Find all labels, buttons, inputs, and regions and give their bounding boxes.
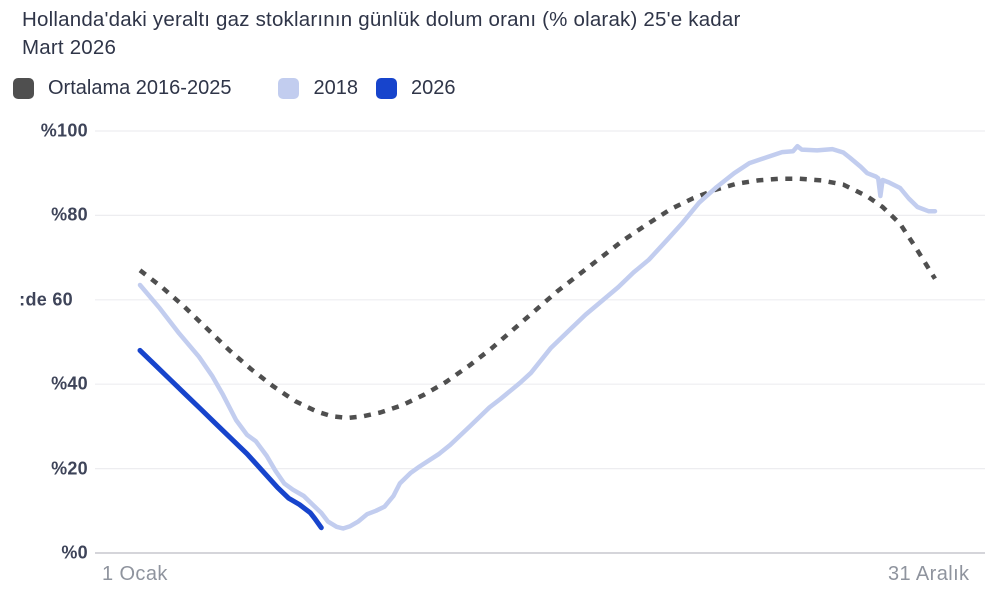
series-line-ortalama-2016-2025[interactable]	[138, 176, 937, 421]
x-axis-label-end: 31 Aralık	[888, 563, 970, 585]
legend-label-2026: 2026	[410, 77, 456, 99]
series-line-2018[interactable]	[137, 143, 938, 531]
legend-item-2018[interactable]: 2018	[278, 77, 358, 100]
x-axis-label-start: 1 Ocak	[102, 563, 168, 585]
legend-item-ortalama[interactable]: Ortalama 2016-2025	[13, 77, 231, 100]
y-axis-label-0: %0	[61, 542, 88, 563]
legend-label-2018: 2018	[313, 77, 358, 99]
legend-item-2026[interactable]: 2026	[375, 77, 456, 100]
title-line-1: Hollanda'daki yeraltı gaz stoklarının gü…	[22, 8, 741, 31]
legend: Ortalama 2016-2025 2018 2026	[13, 77, 455, 100]
legend-label-ortalama: Ortalama 2016-2025	[48, 77, 232, 99]
y-axis-label-60: :de 60	[19, 289, 73, 310]
page-title: Hollanda'daki yeraltı gaz stoklarının gü…	[22, 6, 972, 62]
title-line-2: Mart 2026	[22, 36, 117, 59]
y-axis-label-40: %40	[51, 373, 88, 394]
legend-swatch-ortalama-icon	[13, 78, 34, 99]
legend-swatch-2018-icon	[278, 78, 300, 99]
y-axis-label-20: %20	[51, 458, 88, 479]
series-line-2026[interactable]	[137, 347, 324, 531]
y-axis-label-80: %80	[51, 204, 88, 225]
legend-swatch-2026-icon	[375, 78, 397, 99]
y-axis-label-100: %100	[40, 120, 88, 141]
